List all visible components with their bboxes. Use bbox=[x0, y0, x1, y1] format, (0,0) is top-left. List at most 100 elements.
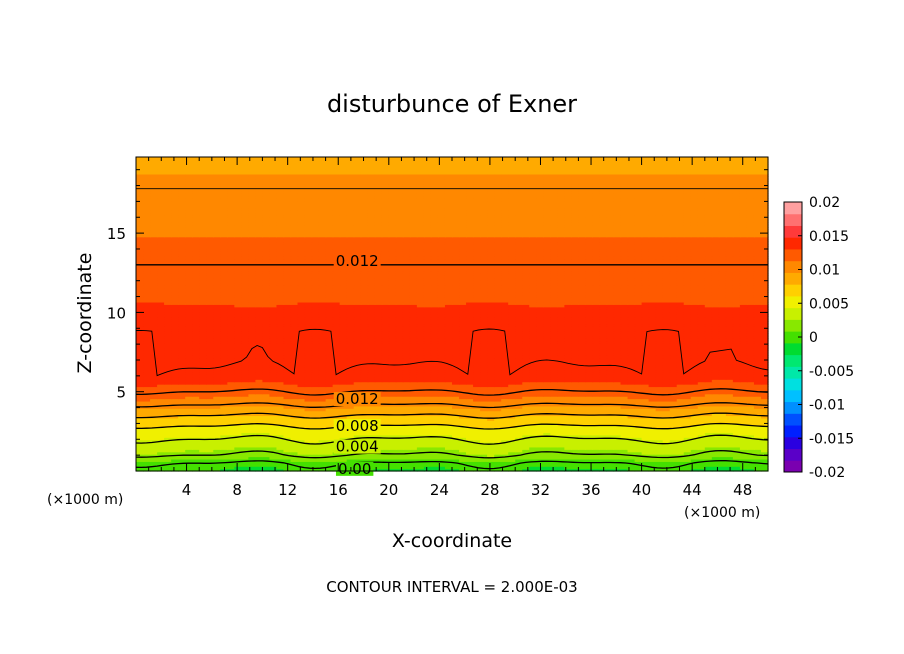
contour-cell bbox=[725, 345, 734, 349]
contour-cell bbox=[241, 429, 249, 433]
contour-cell bbox=[283, 379, 292, 383]
contour-cell bbox=[269, 393, 278, 397]
contour-cell bbox=[416, 437, 425, 441]
contour-cell bbox=[536, 432, 544, 436]
contour-cell bbox=[606, 391, 615, 395]
contour-cell bbox=[402, 468, 411, 472]
contour-cell bbox=[276, 369, 285, 373]
contour-cell bbox=[634, 379, 643, 383]
contour-cell bbox=[430, 340, 439, 344]
contour-cell bbox=[627, 367, 636, 371]
contour-cell bbox=[241, 393, 249, 397]
contour-cell bbox=[690, 367, 699, 371]
contour-cell bbox=[487, 446, 495, 450]
contour-cell bbox=[353, 456, 362, 460]
contour-cell bbox=[529, 408, 537, 412]
contour-cell bbox=[353, 381, 362, 385]
contour-cell bbox=[339, 338, 348, 342]
contour-cell bbox=[353, 367, 362, 371]
contour-cell bbox=[480, 391, 488, 395]
contour-cell bbox=[192, 429, 200, 433]
contour-cell bbox=[318, 350, 327, 354]
contour-cell bbox=[627, 345, 636, 349]
contour-cell bbox=[234, 355, 242, 359]
contour-cell bbox=[571, 355, 579, 359]
contour-cell bbox=[620, 449, 629, 453]
contour-cell bbox=[290, 451, 299, 455]
contour-cell bbox=[599, 432, 608, 436]
contour-cell bbox=[459, 461, 467, 465]
contour-cell bbox=[395, 468, 404, 472]
contour-cell bbox=[311, 463, 320, 467]
contour-cell bbox=[592, 446, 601, 450]
contour-cell bbox=[437, 338, 446, 342]
contour-cell bbox=[143, 463, 151, 467]
contour-cell bbox=[360, 381, 369, 385]
contour-cell bbox=[473, 425, 481, 429]
contour-cell bbox=[290, 388, 299, 392]
contour-cell bbox=[613, 359, 622, 363]
contour-cell bbox=[760, 422, 769, 426]
contour-cell bbox=[213, 446, 221, 450]
contour-cell bbox=[269, 444, 278, 448]
contour-cell bbox=[178, 410, 186, 414]
contour-cell bbox=[192, 340, 200, 344]
contour-cell bbox=[543, 432, 551, 436]
contour-cell bbox=[543, 359, 551, 363]
contour-cell bbox=[402, 376, 411, 380]
contour-cell bbox=[304, 439, 313, 443]
contour-cell bbox=[269, 342, 278, 346]
contour-cell bbox=[599, 364, 608, 368]
contour-cell bbox=[248, 437, 256, 441]
contour-cell bbox=[444, 364, 453, 368]
contour-cell bbox=[318, 335, 327, 339]
contour-cell bbox=[550, 364, 558, 368]
contour-cell bbox=[697, 338, 706, 342]
contour-cell bbox=[227, 446, 235, 450]
contour-cell bbox=[409, 371, 418, 375]
contour-cell bbox=[171, 364, 179, 368]
contour-cell bbox=[627, 461, 636, 465]
contour-cell bbox=[416, 403, 425, 407]
contour-cell bbox=[704, 456, 713, 460]
contour-cell bbox=[213, 427, 221, 431]
contour-cell bbox=[283, 446, 292, 450]
contour-cell bbox=[318, 357, 327, 361]
contour-cell bbox=[452, 345, 460, 349]
contour-cell bbox=[585, 434, 594, 438]
contour-cell bbox=[487, 386, 495, 390]
contour-cell bbox=[367, 347, 376, 351]
contour-cell bbox=[536, 439, 544, 443]
contour-cell bbox=[452, 454, 460, 458]
contour-cell bbox=[592, 432, 601, 436]
contour-cell bbox=[423, 357, 432, 361]
contour-cell bbox=[620, 432, 629, 436]
contour-cell bbox=[416, 357, 425, 361]
contour-cell bbox=[269, 417, 278, 421]
contour-cell bbox=[543, 386, 551, 390]
contour-cell bbox=[697, 379, 706, 383]
contour-cell bbox=[459, 458, 467, 462]
contour-cell bbox=[606, 429, 615, 433]
contour-cell bbox=[430, 466, 439, 470]
contour-cell bbox=[262, 403, 271, 407]
contour-cell bbox=[578, 427, 587, 431]
contour-cell bbox=[732, 427, 741, 431]
contour-cell bbox=[501, 359, 509, 363]
contour-cell bbox=[178, 408, 186, 412]
contour-cell bbox=[543, 408, 551, 412]
contour-cell bbox=[487, 422, 495, 426]
contour-cell bbox=[655, 381, 664, 385]
contour-cell bbox=[606, 446, 615, 450]
contour-cell bbox=[473, 432, 481, 436]
contour-cell bbox=[739, 355, 748, 359]
contour-cell bbox=[171, 345, 179, 349]
contour-cell bbox=[648, 386, 657, 390]
contour-cell bbox=[543, 391, 551, 395]
contour-cell bbox=[213, 449, 221, 453]
contour-cell bbox=[346, 350, 355, 354]
contour-cell bbox=[150, 376, 158, 380]
contour-cell bbox=[732, 458, 741, 462]
contour-cell bbox=[325, 456, 334, 460]
contour-cell bbox=[227, 391, 235, 395]
